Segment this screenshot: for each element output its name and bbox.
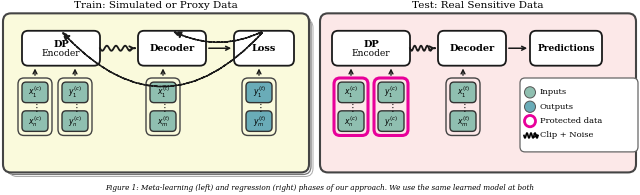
Text: $x_{1}^{(t)}$: $x_{1}^{(t)}$ bbox=[456, 85, 470, 100]
Text: DP: DP bbox=[53, 40, 69, 49]
FancyBboxPatch shape bbox=[320, 13, 636, 172]
Text: $y_{n}^{(c)}$: $y_{n}^{(c)}$ bbox=[384, 114, 398, 129]
FancyBboxPatch shape bbox=[150, 111, 176, 131]
FancyBboxPatch shape bbox=[450, 111, 476, 131]
Text: Inputs: Inputs bbox=[540, 88, 567, 96]
Circle shape bbox=[525, 115, 536, 127]
Text: $x_{n}^{(c)}$: $x_{n}^{(c)}$ bbox=[344, 114, 358, 129]
FancyBboxPatch shape bbox=[438, 31, 506, 66]
FancyBboxPatch shape bbox=[138, 31, 206, 66]
Text: Encoder: Encoder bbox=[42, 49, 80, 58]
Text: Train: Simulated or Proxy Data: Train: Simulated or Proxy Data bbox=[74, 1, 238, 10]
Text: $\vdots$: $\vdots$ bbox=[71, 101, 79, 114]
FancyBboxPatch shape bbox=[246, 82, 272, 103]
Text: $y_{n}^{(c)}$: $y_{n}^{(c)}$ bbox=[68, 114, 82, 129]
Text: Loss: Loss bbox=[252, 44, 276, 53]
FancyBboxPatch shape bbox=[378, 111, 404, 131]
Text: Predictions: Predictions bbox=[538, 44, 595, 53]
FancyBboxPatch shape bbox=[234, 31, 294, 66]
Text: Test: Real Sensitive Data: Test: Real Sensitive Data bbox=[412, 1, 544, 10]
FancyBboxPatch shape bbox=[530, 31, 602, 66]
Text: DP: DP bbox=[363, 40, 379, 49]
FancyBboxPatch shape bbox=[338, 82, 364, 103]
Text: Clip + Noise: Clip + Noise bbox=[540, 131, 593, 139]
FancyBboxPatch shape bbox=[62, 111, 88, 131]
FancyBboxPatch shape bbox=[332, 31, 410, 66]
FancyArrowPatch shape bbox=[63, 33, 262, 87]
FancyBboxPatch shape bbox=[22, 82, 48, 103]
FancyBboxPatch shape bbox=[3, 13, 309, 172]
Circle shape bbox=[525, 101, 536, 112]
Text: $x_{1}^{(t)}$: $x_{1}^{(t)}$ bbox=[157, 85, 170, 100]
Text: $\vdots$: $\vdots$ bbox=[348, 101, 355, 114]
FancyBboxPatch shape bbox=[338, 111, 364, 131]
FancyBboxPatch shape bbox=[246, 111, 272, 131]
FancyBboxPatch shape bbox=[378, 82, 404, 103]
Text: $x_{1}^{(c)}$: $x_{1}^{(c)}$ bbox=[344, 85, 358, 100]
Text: $x_{1}^{(c)}$: $x_{1}^{(c)}$ bbox=[28, 85, 42, 100]
Text: $y_{1}^{(t)}$: $y_{1}^{(t)}$ bbox=[253, 85, 266, 100]
Text: $y_{m}^{(t)}$: $y_{m}^{(t)}$ bbox=[253, 114, 266, 129]
Text: $\vdots$: $\vdots$ bbox=[159, 101, 166, 114]
Text: Protected data: Protected data bbox=[540, 117, 602, 125]
Text: $\vdots$: $\vdots$ bbox=[460, 101, 467, 114]
Text: $y_{1}^{(c)}$: $y_{1}^{(c)}$ bbox=[384, 85, 398, 100]
Text: $\vdots$: $\vdots$ bbox=[31, 101, 38, 114]
Text: Encoder: Encoder bbox=[352, 49, 390, 58]
Text: Outputs: Outputs bbox=[540, 103, 574, 111]
FancyBboxPatch shape bbox=[62, 82, 88, 103]
Text: $\vdots$: $\vdots$ bbox=[255, 101, 262, 114]
FancyArrowPatch shape bbox=[175, 32, 262, 42]
Text: $y_{1}^{(c)}$: $y_{1}^{(c)}$ bbox=[68, 85, 82, 100]
FancyBboxPatch shape bbox=[22, 31, 100, 66]
Text: Figure 1: Meta-learning (left) and regression (right) phases of our approach. We: Figure 1: Meta-learning (left) and regre… bbox=[106, 184, 534, 192]
Text: $x_{n}^{(c)}$: $x_{n}^{(c)}$ bbox=[28, 114, 42, 129]
Text: $\vdots$: $\vdots$ bbox=[387, 101, 395, 114]
Text: $x_{m}^{(t)}$: $x_{m}^{(t)}$ bbox=[157, 114, 170, 129]
FancyBboxPatch shape bbox=[450, 82, 476, 103]
Circle shape bbox=[525, 87, 536, 98]
Text: Decoder: Decoder bbox=[449, 44, 495, 53]
FancyBboxPatch shape bbox=[150, 82, 176, 103]
FancyBboxPatch shape bbox=[520, 78, 638, 152]
Text: Decoder: Decoder bbox=[149, 44, 195, 53]
FancyBboxPatch shape bbox=[22, 111, 48, 131]
Text: $x_{m}^{(t)}$: $x_{m}^{(t)}$ bbox=[456, 114, 470, 129]
